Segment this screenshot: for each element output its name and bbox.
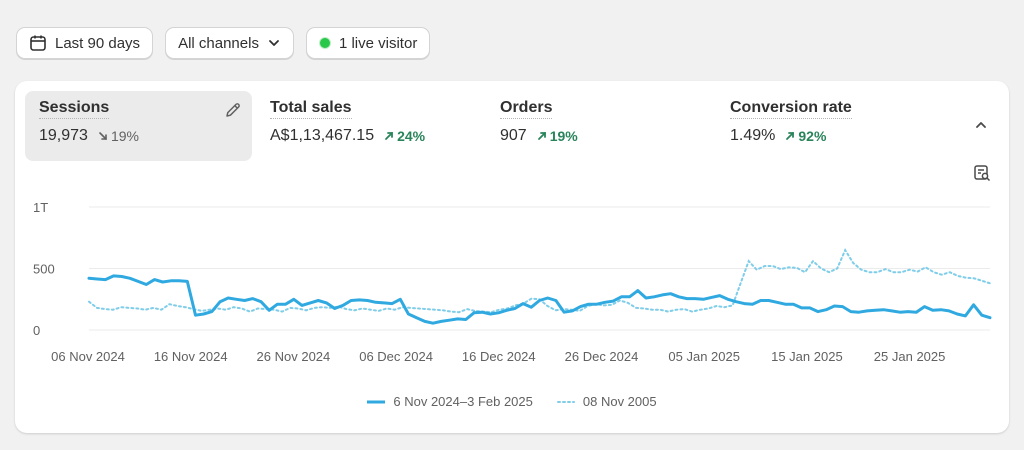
- calendar-icon: [29, 34, 47, 52]
- metric-tab-conversion-rate[interactable]: Conversion rate 1.49% 92%: [716, 91, 936, 161]
- arrow-up-icon: [785, 128, 795, 144]
- date-range-button[interactable]: Last 90 days: [16, 27, 154, 59]
- analytics-card: Sessions 19,973 19% Total sales A$1,13,467.1…: [15, 81, 1009, 433]
- live-visitor-label: 1 live visitor: [338, 34, 418, 52]
- chevron-up-icon: [974, 119, 988, 136]
- report-search-icon: [973, 165, 991, 186]
- y-tick-label: 1T: [33, 200, 48, 215]
- x-tick-label: 16 Dec 2024: [462, 349, 536, 364]
- channels-dropdown[interactable]: All channels: [165, 27, 294, 59]
- y-tick-label: 500: [33, 262, 55, 277]
- metric-value: 907: [500, 127, 527, 144]
- legend-label-previous: 08 Nov 2005: [582, 394, 657, 409]
- metric-change-value: 24%: [397, 128, 426, 144]
- live-visitor-button[interactable]: 1 live visitor: [305, 27, 431, 59]
- date-range-label: Last 90 days: [55, 34, 141, 52]
- sessions-line-chart: 0 500 1T 06 Nov 2024 16 Nov 2024 26 Nov 2024 0…: [33, 200, 992, 364]
- chart-legend: 6 Nov 2024–3 Feb 2025 08 Nov 2005: [15, 394, 1009, 409]
- metric-value: 19,973: [39, 127, 88, 144]
- metric-label: Conversion rate: [730, 99, 852, 119]
- x-tick-label: 06 Dec 2024: [359, 349, 433, 364]
- live-status-dot-icon: [318, 37, 331, 49]
- metric-change: 24%: [384, 128, 425, 144]
- arrow-down-icon: [98, 128, 108, 144]
- dotted-line-swatch-icon: [556, 400, 575, 403]
- arrow-up-icon: [537, 128, 547, 144]
- x-tick-label: 06 Nov 2024: [51, 349, 125, 364]
- x-tick-label: 15 Jan 2025: [771, 349, 843, 364]
- series-line-current: [87, 274, 992, 325]
- metric-value: 1.49%: [730, 127, 776, 144]
- metric-value: A$1,13,467.15: [270, 127, 375, 144]
- x-tick-label: 25 Jan 2025: [874, 349, 946, 364]
- legend-item-current[interactable]: 6 Nov 2024–3 Feb 2025: [367, 394, 533, 409]
- arrow-up-icon: [384, 128, 394, 144]
- metric-label: Orders: [500, 99, 553, 119]
- legend-label-current: 6 Nov 2024–3 Feb 2025: [393, 394, 533, 409]
- y-tick-label: 0: [33, 323, 40, 338]
- series-line-previous: [88, 247, 991, 314]
- metric-label: Sessions: [39, 99, 110, 119]
- channels-label: All channels: [178, 34, 259, 52]
- metric-tab-orders[interactable]: Orders 907 19%: [486, 91, 686, 161]
- metric-change-value: 19%: [110, 128, 139, 144]
- filter-toolbar: Last 90 days All channels 1 live visitor: [16, 27, 431, 59]
- metric-change: 19%: [537, 128, 578, 144]
- metric-change: 92%: [785, 128, 826, 144]
- x-tick-label: 16 Nov 2024: [154, 349, 228, 364]
- solid-line-swatch-icon: [367, 400, 386, 403]
- chevron-down-icon: [267, 36, 281, 50]
- metric-label: Total sales: [270, 99, 352, 119]
- chart-report-button[interactable]: [973, 164, 991, 187]
- collapse-button[interactable]: [974, 118, 988, 137]
- metric-change-value: 92%: [798, 128, 827, 144]
- x-tick-label: 05 Jan 2025: [668, 349, 740, 364]
- x-tick-label: 26 Dec 2024: [565, 349, 639, 364]
- metric-change: 19%: [98, 128, 139, 144]
- metric-tab-sessions[interactable]: Sessions 19,973 19%: [25, 91, 252, 161]
- metric-tab-total-sales[interactable]: Total sales A$1,13,467.15 24%: [256, 91, 456, 161]
- legend-item-previous[interactable]: 08 Nov 2005: [556, 394, 657, 409]
- metric-change-value: 19%: [549, 128, 578, 144]
- x-tick-label: 26 Nov 2024: [257, 349, 331, 364]
- edit-pencil-icon[interactable]: [224, 101, 242, 124]
